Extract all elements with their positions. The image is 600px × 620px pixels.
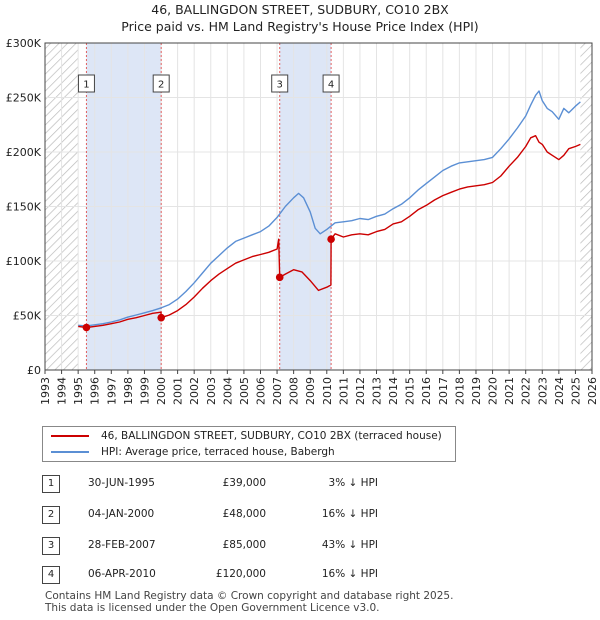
transaction-number: 1	[42, 475, 60, 493]
transaction-marker-label: 3	[277, 80, 283, 91]
chart-subtitle: Price paid vs. HM Land Registry's House …	[121, 19, 479, 34]
x-tick-label: 2008	[288, 377, 301, 405]
x-tick-label: 2018	[453, 377, 466, 405]
legend-swatch-hpi	[51, 451, 89, 453]
x-tick-label: 2023	[536, 377, 549, 405]
x-tick-label: 2014	[387, 377, 400, 405]
hpi-series-line	[78, 90, 581, 327]
y-tick-label: £100K	[6, 255, 42, 268]
x-tick-label: 2026	[586, 377, 599, 405]
transaction-date: 30-JUN-1995	[88, 477, 155, 489]
transaction-marker-label: 2	[158, 80, 164, 91]
legend-item-hpi: HPI: Average price, terraced house, Babe…	[51, 444, 335, 460]
x-tick-label: 2010	[321, 377, 334, 405]
x-tick-label: 1993	[39, 377, 52, 405]
x-tick-label: 2009	[304, 377, 317, 405]
transaction-number: 4	[42, 566, 60, 584]
x-tick-label: 2022	[520, 377, 533, 405]
transaction-date: 04-JAN-2000	[88, 508, 155, 520]
transaction-point	[275, 273, 284, 282]
transaction-price: £39,000	[222, 477, 266, 489]
x-tick-label: 2021	[503, 377, 516, 405]
x-tick-label: 2015	[404, 377, 417, 405]
x-tick-label: 2011	[337, 377, 350, 405]
footer-copyright: Contains HM Land Registry data © Crown c…	[45, 590, 454, 602]
transaction-hpi-diff: 16% ↓ HPI	[321, 568, 378, 580]
y-tick-label: £300K	[6, 37, 42, 50]
transaction-marker-box	[322, 74, 340, 93]
transaction-point	[82, 323, 91, 332]
y-tick-label: £150K	[6, 201, 42, 214]
plot-frame	[44, 42, 593, 371]
transaction-marker-box	[271, 74, 289, 93]
legend-swatch-property	[51, 435, 89, 437]
x-tick-label: 2012	[354, 377, 367, 405]
chart-title: 46, BALLINGDON STREET, SUDBURY, CO10 2BX	[151, 2, 449, 17]
transaction-date: 28-FEB-2007	[88, 539, 156, 551]
y-tick-label: £50K	[13, 310, 42, 323]
x-tick-label: 1996	[89, 377, 102, 405]
transaction-row: 1 30-JUN-1995 £39,000 3% ↓ HPI	[42, 475, 582, 493]
transaction-point	[157, 313, 165, 322]
x-tick-label: 2004	[221, 377, 234, 405]
transaction-marker-box	[152, 74, 170, 93]
transaction-marker-label: 4	[328, 80, 334, 91]
x-tick-label: 2002	[188, 377, 201, 405]
transaction-marker-box	[77, 74, 95, 93]
x-tick-label: 2007	[271, 377, 284, 405]
price-chart: 1 2 3 4 £0 £50K £100K £150K £200K £250K £300K 199…	[6, 37, 599, 405]
transaction-date: 06-APR-2010	[88, 568, 156, 580]
transaction-point	[327, 235, 335, 243]
x-tick-label: 2016	[420, 377, 433, 405]
x-tick-label: 2000	[155, 377, 168, 405]
transaction-row: 2 04-JAN-2000 £48,000 16% ↓ HPI	[42, 506, 582, 524]
x-tick-label: 2024	[553, 377, 566, 405]
transaction-row: 4 06-APR-2010 £120,000 16% ↓ HPI	[42, 566, 582, 584]
transaction-hpi-diff: 43% ↓ HPI	[321, 539, 378, 551]
x-tick-label: 1995	[72, 377, 85, 405]
x-tick-label: 2020	[487, 377, 500, 405]
legend-item-property: 46, BALLINGDON STREET, SUDBURY, CO10 2BX…	[51, 428, 442, 444]
transaction-price: £85,000	[222, 539, 266, 551]
transaction-price: £48,000	[222, 508, 266, 520]
legend-label-hpi: HPI: Average price, terraced house, Babe…	[101, 446, 335, 458]
transaction-price: £120,000	[215, 568, 266, 580]
x-tick-label: 2006	[254, 377, 267, 405]
x-tick-label: 2005	[238, 377, 251, 405]
y-tick-label: £200K	[6, 146, 42, 159]
y-tick-label: £250K	[6, 92, 42, 105]
transaction-marker-label: 1	[83, 80, 89, 91]
chart-legend: 46, BALLINGDON STREET, SUDBURY, CO10 2BX…	[42, 426, 456, 462]
transaction-number: 2	[42, 506, 60, 524]
x-tick-label: 1994	[56, 377, 69, 405]
x-tick-label: 2019	[470, 377, 483, 405]
x-tick-label: 2017	[437, 377, 450, 405]
legend-label-property: 46, BALLINGDON STREET, SUDBURY, CO10 2BX…	[101, 430, 442, 442]
x-tick-label: 1997	[105, 377, 118, 405]
x-tick-label: 2003	[205, 377, 218, 405]
transaction-row: 3 28-FEB-2007 £85,000 43% ↓ HPI	[42, 537, 582, 555]
x-tick-label: 2001	[172, 377, 185, 405]
transaction-hpi-diff: 3% ↓ HPI	[328, 477, 378, 489]
y-tick-label: £0	[27, 364, 41, 377]
transaction-number: 3	[42, 537, 60, 555]
footer-licence: This data is licensed under the Open Gov…	[45, 602, 380, 614]
x-tick-label: 1998	[122, 377, 135, 405]
transaction-hpi-diff: 16% ↓ HPI	[321, 508, 378, 520]
x-tick-label: 2025	[569, 377, 582, 405]
x-tick-label: 1999	[138, 377, 151, 405]
x-tick-label: 2013	[371, 377, 384, 405]
